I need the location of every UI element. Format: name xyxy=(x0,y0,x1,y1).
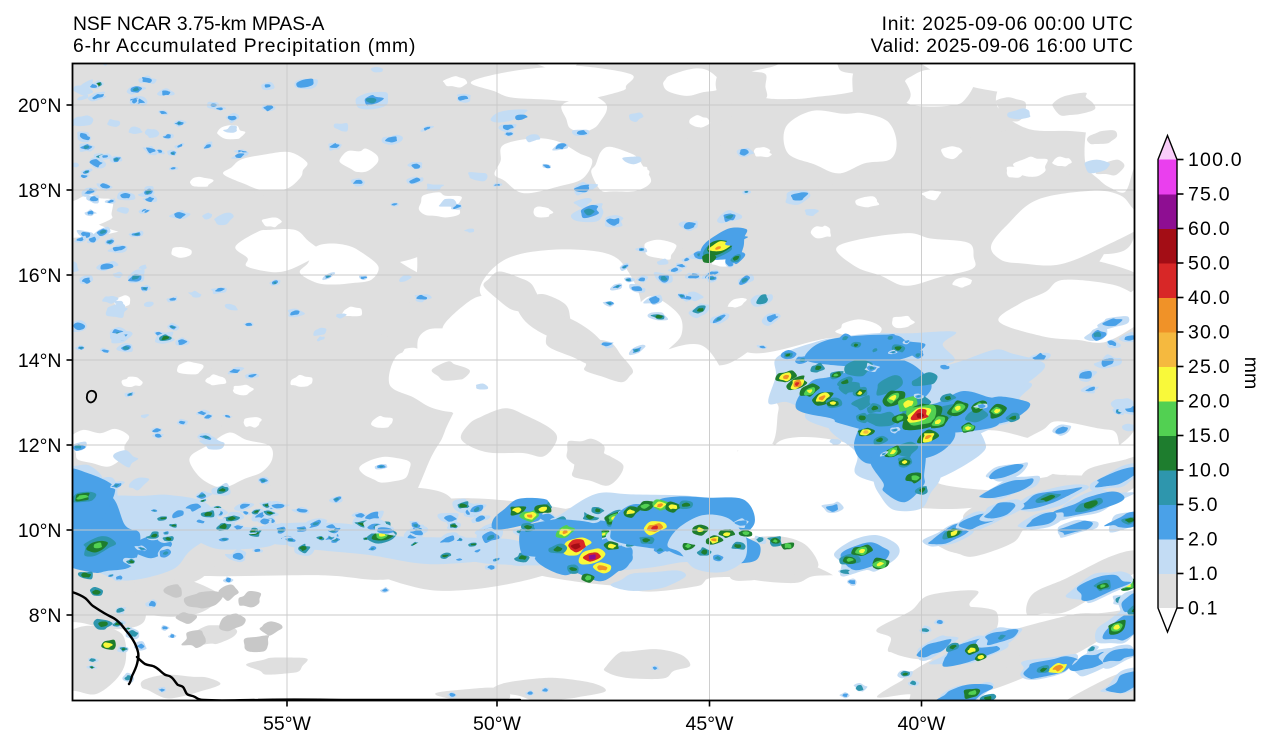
svg-text:10.0: 10.0 xyxy=(1188,460,1231,482)
svg-text:20°N: 20°N xyxy=(18,95,62,117)
svg-text:Init: 2025-09-06 00:00 UTC: Init: 2025-09-06 00:00 UTC xyxy=(882,14,1134,35)
svg-text:50.0: 50.0 xyxy=(1188,253,1231,275)
svg-text:6-hr Accumulated Precipitation: 6-hr Accumulated Precipitation (mm) xyxy=(73,36,416,57)
svg-text:12°N: 12°N xyxy=(18,435,62,457)
svg-text:14°N: 14°N xyxy=(18,350,62,372)
svg-text:25.0: 25.0 xyxy=(1188,356,1231,378)
svg-text:30.0: 30.0 xyxy=(1188,322,1231,344)
svg-text:8°N: 8°N xyxy=(29,605,62,627)
svg-text:75.0: 75.0 xyxy=(1188,184,1231,206)
svg-text:16°N: 16°N xyxy=(18,265,62,287)
svg-text:45°W: 45°W xyxy=(686,713,734,735)
svg-text:2.0: 2.0 xyxy=(1188,529,1219,551)
svg-text:50°W: 50°W xyxy=(473,713,521,735)
svg-text:20.0: 20.0 xyxy=(1188,391,1231,413)
svg-text:18°N: 18°N xyxy=(18,180,62,202)
svg-text:0.1: 0.1 xyxy=(1188,598,1219,620)
svg-text:55°W: 55°W xyxy=(263,713,311,735)
svg-text:40.0: 40.0 xyxy=(1188,287,1231,309)
svg-text:NSF NCAR 3.75-km MPAS-A: NSF NCAR 3.75-km MPAS-A xyxy=(73,14,325,35)
svg-text:10°N: 10°N xyxy=(18,520,62,542)
svg-text:1.0: 1.0 xyxy=(1188,563,1219,585)
svg-text:60.0: 60.0 xyxy=(1188,218,1231,240)
svg-text:100.0: 100.0 xyxy=(1188,149,1243,171)
svg-text:40°W: 40°W xyxy=(898,713,946,735)
svg-text:5.0: 5.0 xyxy=(1188,494,1219,516)
svg-text:mm: mm xyxy=(1240,357,1262,390)
svg-text:15.0: 15.0 xyxy=(1188,425,1231,447)
svg-text:Valid: 2025-09-06 16:00 UTC: Valid: 2025-09-06 16:00 UTC xyxy=(871,36,1134,57)
